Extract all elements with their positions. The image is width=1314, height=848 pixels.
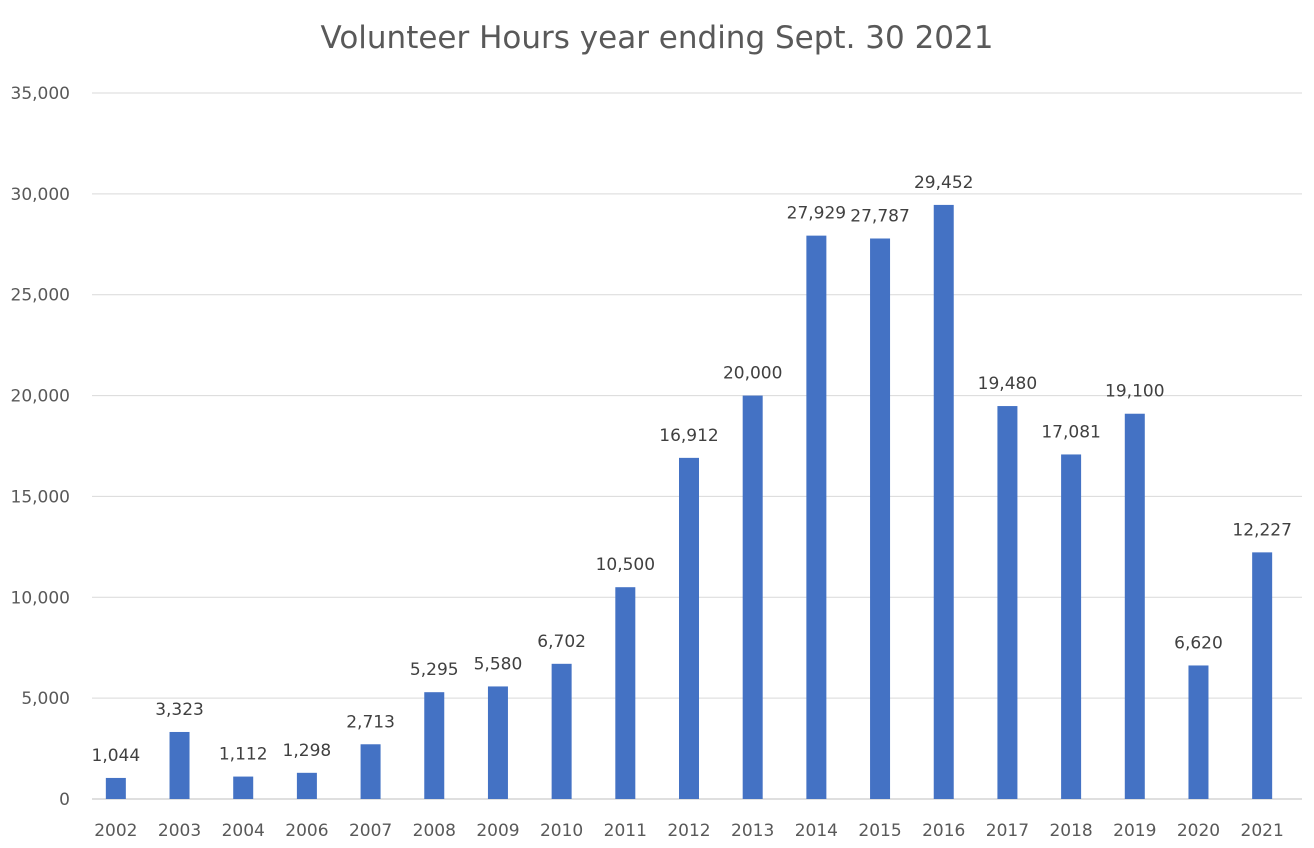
data-label: 20,000 (723, 364, 782, 384)
x-tick-label: 2014 (795, 821, 838, 841)
y-tick-label: 30,000 (11, 185, 70, 205)
y-tick-label: 0 (59, 790, 70, 810)
y-tick-label: 5,000 (21, 689, 70, 709)
x-tick-label: 2006 (285, 821, 328, 841)
x-tick-label: 2016 (922, 821, 965, 841)
x-tick-label: 2009 (476, 821, 519, 841)
data-label: 5,295 (410, 660, 459, 680)
x-tick-label: 2017 (986, 821, 1029, 841)
bar (296, 772, 317, 799)
x-tick-label: 2015 (858, 821, 901, 841)
x-tick-label: 2011 (604, 821, 647, 841)
data-label: 29,452 (914, 173, 973, 193)
x-axis: 2002 2003 2004 2006 2007 2008 2009 2010 2011 2012… (94, 821, 1284, 841)
data-label: 19,480 (978, 374, 1037, 394)
y-tick-label: 15,000 (11, 487, 70, 507)
bar (1124, 413, 1145, 799)
x-tick-label: 2020 (1177, 821, 1220, 841)
data-label: 12,227 (1232, 520, 1291, 540)
data-label: 2,713 (346, 712, 395, 732)
data-label: 16,912 (659, 426, 718, 446)
x-tick-label: 2010 (540, 821, 583, 841)
x-tick-label: 2019 (1113, 821, 1156, 841)
data-label: 1,044 (92, 746, 141, 766)
bar (169, 731, 190, 799)
bar (424, 692, 445, 799)
y-tick-label: 10,000 (11, 588, 70, 608)
data-label: 17,081 (1041, 422, 1100, 442)
bar (615, 587, 636, 799)
x-tick-label: 2003 (158, 821, 201, 841)
bar (997, 406, 1018, 799)
data-label: 1,298 (283, 741, 332, 761)
x-tick-label: 2002 (94, 821, 137, 841)
bar (679, 457, 699, 799)
bar (105, 777, 126, 799)
x-tick-label: 2007 (349, 821, 392, 841)
bar (806, 235, 827, 799)
y-tick-label: 35,000 (11, 84, 70, 104)
bar (487, 686, 508, 799)
data-label: 27,787 (850, 206, 909, 226)
x-tick-label: 2021 (1241, 821, 1284, 841)
data-label: 27,929 (787, 204, 846, 224)
bar (1061, 454, 1082, 799)
x-tick-label: 2018 (1049, 821, 1092, 841)
bar (933, 204, 954, 800)
bar (742, 395, 763, 799)
bar (1252, 552, 1273, 799)
bar (870, 238, 891, 799)
data-label: 19,100 (1105, 382, 1164, 402)
y-tick-label: 25,000 (11, 286, 70, 306)
chart-title: Volunteer Hours year ending Sept. 30 202… (320, 20, 994, 56)
data-label: 6,702 (537, 632, 586, 652)
data-label: 10,500 (596, 555, 655, 575)
x-tick-label: 2004 (222, 821, 265, 841)
bar (551, 663, 572, 799)
bar-layer (105, 204, 1273, 800)
data-label: 5,580 (474, 654, 523, 674)
bar (233, 776, 254, 799)
data-label: 1,112 (219, 745, 268, 765)
x-tick-label: 2008 (413, 821, 456, 841)
data-label: 3,323 (155, 700, 204, 720)
bar (1188, 665, 1209, 799)
data-label: 6,620 (1174, 633, 1223, 653)
data-label-layer: 1,044 3,323 1,112 1,298 2,713 5,295 5,580 6,702… (92, 173, 1292, 766)
y-axis: 0 5,000 10,000 15,000 20,000 25,000 30,000 35,0… (11, 84, 70, 810)
x-tick-label: 2013 (731, 821, 774, 841)
y-tick-label: 20,000 (11, 387, 70, 407)
x-tick-label: 2012 (667, 821, 710, 841)
bar (360, 744, 381, 799)
